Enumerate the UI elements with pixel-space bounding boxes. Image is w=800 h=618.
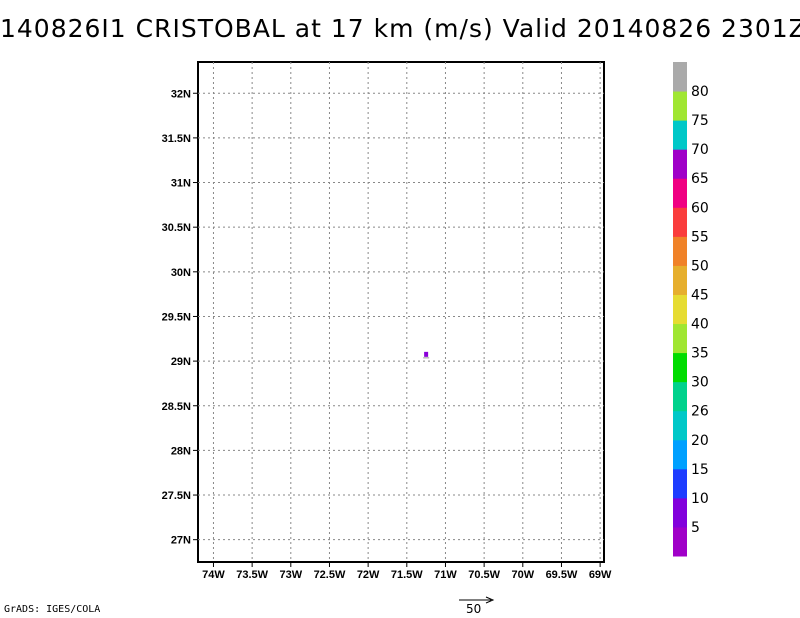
colorbar-swatch [673,352,687,383]
x-tick-label: 72W [357,569,380,581]
y-tick-label: 32N [171,88,191,100]
grid-lines [198,62,604,562]
colorbar-swatch [673,149,687,179]
x-tick-label: 71W [434,569,457,581]
colorbar-swatch [673,207,687,237]
x-tick-label: 69W [589,569,612,581]
x-tick-label: 73W [279,569,302,581]
y-tick-label: 30.5N [162,222,191,234]
colorbar-swatch [673,468,687,499]
colorbar-swatch [673,439,687,470]
colorbar-swatch [673,265,687,295]
colorbar-swatch [673,91,687,121]
colorbar-label: 15 [691,462,709,478]
colorbar-label: 75 [691,113,709,129]
y-tick-label: 27.5N [162,490,191,502]
x-tick-label: 72.5W [314,569,346,581]
colorbar-swatch [673,178,687,208]
colorbar-label: 50 [691,258,709,274]
x-tick-label: 74W [202,569,225,581]
y-tick-label: 29.5N [162,311,191,323]
map-title: 140826I1 CRISTOBAL at 17 km (m/s) Valid … [0,14,800,43]
x-axis: 74W 73.5W 73W 72.5W 72W 71.5W 71W 70.5W 70W 69.5W… [202,562,612,581]
map-frame [197,61,605,563]
credit-text: GrADS: IGES/COLA [4,604,101,615]
colorbar-label: 35 [691,346,709,362]
colorbar-label: 55 [691,229,709,245]
x-tick-label: 70.5W [468,569,500,581]
reference-vector-label: 50 [466,602,482,616]
colorbar-swatch [673,526,687,557]
colorbar-label: 40 [691,317,709,333]
x-tick-label: 71.5W [391,569,423,581]
colorbar-label: 80 [691,84,709,100]
colorbar-label: 60 [691,200,709,216]
colorbar-label: 65 [691,171,709,187]
colorbar-label: 70 [691,142,709,158]
colorbar-label: 45 [691,287,709,303]
colorbar-swatch [673,120,687,150]
y-tick-label: 28.5N [162,401,191,413]
reference-vector-arrow [459,596,495,604]
colorbar-swatch [673,62,687,92]
y-tick-label: 28N [171,445,191,457]
colorbar-swatch [673,236,687,266]
colorbar-label: 5 [691,520,700,536]
colorbar-swatch [673,323,687,354]
colorbar-swatch [673,497,687,528]
y-tick-label: 31N [171,178,191,190]
x-tick-label: 73.5W [236,569,268,581]
x-tick-label: 70W [511,569,534,581]
colorbar: 5 10 15 20 26 30 35 40 45 50 55 60 65 70 75 80 [673,62,709,557]
y-tick-label: 29N [171,356,191,368]
y-tick-label: 31.5N [162,133,191,145]
colorbar-label: 30 [691,375,709,391]
wind-points [423,351,430,359]
y-axis: 27N 27.5N 28N 28.5N 29N 29.5N 30N 30.5N 31N 31.5N… [162,88,198,547]
colorbar-swatch [673,294,687,325]
wind-point [424,351,429,357]
colorbar-label: 20 [691,433,709,449]
colorbar-swatch [673,381,687,412]
x-tick-label: 69.5W [546,569,578,581]
y-tick-label: 27N [171,535,191,547]
colorbar-swatch [673,410,687,441]
y-tick-label: 30N [171,267,191,279]
colorbar-label: 26 [691,404,709,420]
colorbar-label: 10 [691,491,709,507]
